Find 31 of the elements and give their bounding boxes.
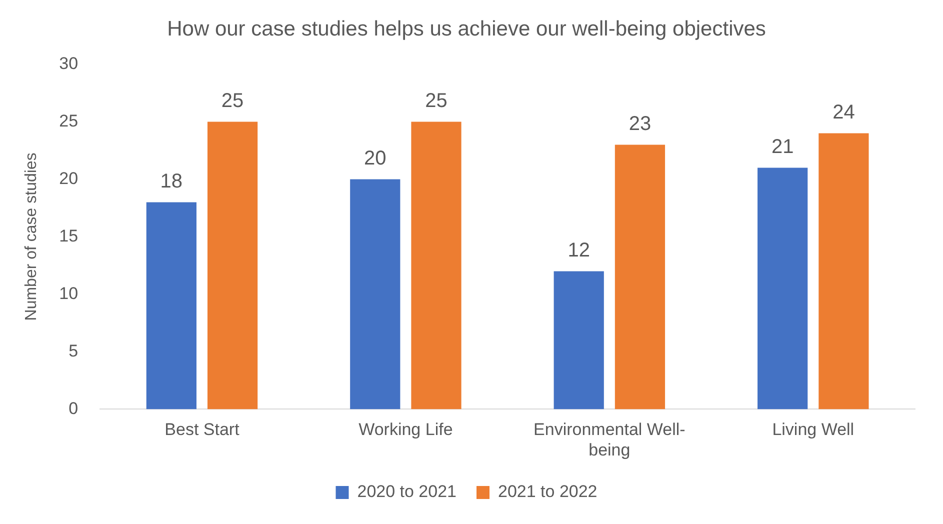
bar [146, 202, 196, 410]
data-label: 25 [425, 90, 448, 112]
x-tick-label: Living Well [772, 420, 854, 440]
data-label: 25 [221, 90, 244, 112]
data-label: 24 [832, 102, 855, 124]
y-tick-label: 10 [59, 284, 78, 303]
legend-label: 2021 to 2022 [498, 482, 598, 502]
y-tick-label: 30 [59, 54, 78, 73]
x-tick-label: Environmental Well-being [534, 420, 686, 460]
x-tick-label: Best Start [164, 420, 240, 440]
data-label: 18 [160, 170, 183, 193]
data-label: 21 [771, 136, 794, 158]
y-axis-title: Number of case studies [23, 152, 40, 321]
chart-title: How our case studies helps us achieve our well-being objectives [167, 17, 766, 40]
data-label: 23 [628, 113, 652, 136]
bar [207, 122, 258, 410]
y-tick-label: 5 [68, 341, 78, 360]
bar [554, 271, 604, 410]
bar [818, 133, 869, 410]
bar [614, 144, 666, 410]
y-tick-label: 25 [59, 111, 78, 130]
y-tick-label: 20 [59, 168, 78, 188]
legend-label: 2020 to 2021 [357, 482, 457, 502]
data-label: 20 [364, 148, 386, 170]
bar [350, 179, 400, 410]
data-label: 12 [568, 240, 590, 262]
y-tick-label: 15 [59, 226, 78, 246]
bar [411, 122, 462, 410]
y-tick-label: 0 [68, 398, 78, 418]
bar [758, 168, 808, 410]
x-tick-label: Working Life [358, 420, 453, 440]
